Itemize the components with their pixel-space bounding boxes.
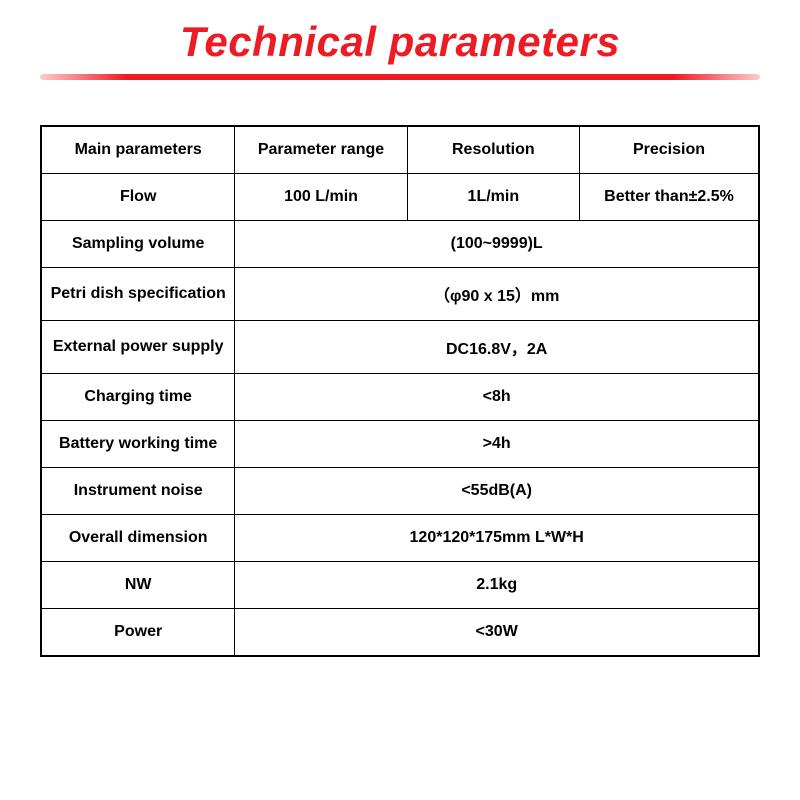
table-row: Battery working time >4h bbox=[41, 421, 759, 468]
header-resolution: Resolution bbox=[407, 126, 579, 174]
cell-label: Charging time bbox=[41, 374, 235, 421]
table-row: Petri dish specification （φ90 x 15）mm bbox=[41, 268, 759, 321]
header-precision: Precision bbox=[579, 126, 759, 174]
table-row: Power <30W bbox=[41, 609, 759, 657]
table-row: Sampling volume (100~9999)L bbox=[41, 221, 759, 268]
cell-value: >4h bbox=[235, 421, 759, 468]
cell-value: DC16.8V，2A bbox=[235, 321, 759, 374]
parameters-table: Main parameters Parameter range Resoluti… bbox=[40, 125, 760, 657]
cell-value: <8h bbox=[235, 374, 759, 421]
cell-label: Overall dimension bbox=[41, 515, 235, 562]
table-row: Charging time <8h bbox=[41, 374, 759, 421]
cell-label: Power bbox=[41, 609, 235, 657]
cell-flow-precision: Better than±2.5% bbox=[579, 174, 759, 221]
table-row: NW 2.1kg bbox=[41, 562, 759, 609]
cell-flow-range: 100 L/min bbox=[235, 174, 407, 221]
cell-value: <30W bbox=[235, 609, 759, 657]
title-underline bbox=[40, 74, 760, 80]
cell-label: Battery working time bbox=[41, 421, 235, 468]
page-title: Technical parameters bbox=[0, 0, 800, 74]
cell-value: (100~9999)L bbox=[235, 221, 759, 268]
table-row: External power supply DC16.8V，2A bbox=[41, 321, 759, 374]
cell-value: 2.1kg bbox=[235, 562, 759, 609]
cell-value: 120*120*175mm L*W*H bbox=[235, 515, 759, 562]
table-header-row: Main parameters Parameter range Resoluti… bbox=[41, 126, 759, 174]
table-row: Instrument noise <55dB(A) bbox=[41, 468, 759, 515]
cell-label: NW bbox=[41, 562, 235, 609]
cell-label: Sampling volume bbox=[41, 221, 235, 268]
table-row: Overall dimension 120*120*175mm L*W*H bbox=[41, 515, 759, 562]
header-parameter-range: Parameter range bbox=[235, 126, 407, 174]
header-main-parameters: Main parameters bbox=[41, 126, 235, 174]
parameters-table-container: Main parameters Parameter range Resoluti… bbox=[40, 125, 760, 657]
table-row: Flow 100 L/min 1L/min Better than±2.5% bbox=[41, 174, 759, 221]
cell-label: External power supply bbox=[41, 321, 235, 374]
cell-label: Instrument noise bbox=[41, 468, 235, 515]
cell-flow-label: Flow bbox=[41, 174, 235, 221]
cell-label: Petri dish specification bbox=[41, 268, 235, 321]
cell-value: （φ90 x 15）mm bbox=[235, 268, 759, 321]
cell-value: <55dB(A) bbox=[235, 468, 759, 515]
cell-flow-resolution: 1L/min bbox=[407, 174, 579, 221]
